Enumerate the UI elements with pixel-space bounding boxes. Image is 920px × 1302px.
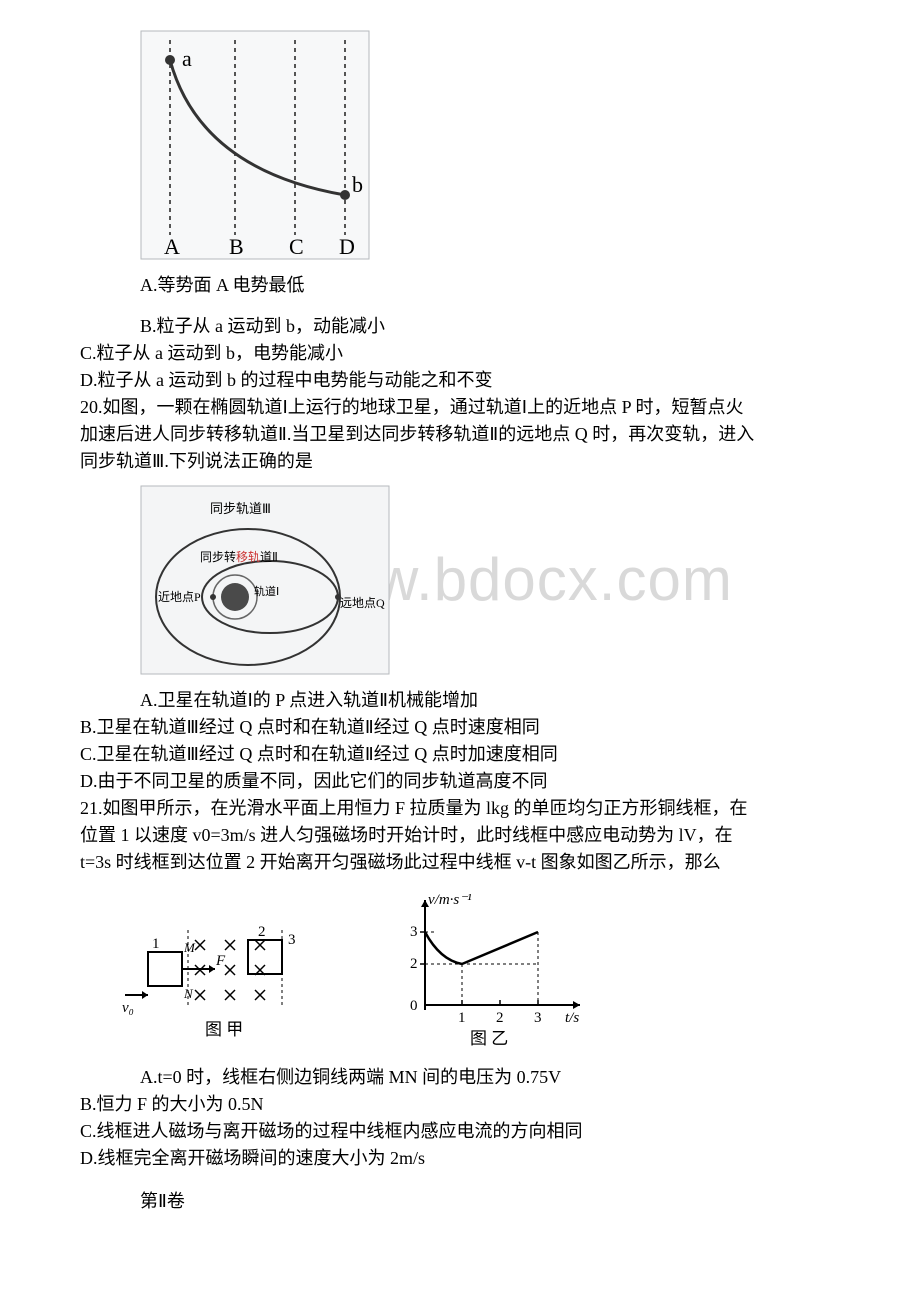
q21-stem-2: 位置 1 以速度 v0=3m/s 进人匀强磁场时开始计时，此时线框中感应电动势为… bbox=[80, 822, 840, 849]
fig20-transfer-label: 同步转移轨道Ⅱ bbox=[200, 549, 278, 564]
q20-stem-3: 同步轨道Ⅲ.下列说法正确的是 bbox=[80, 448, 840, 475]
fig20-sync-label: 同步轨道Ⅲ bbox=[210, 501, 271, 516]
point-a-label: a bbox=[182, 46, 192, 71]
q19-option-B: B.粒子从 a 运动到 b，动能减小 bbox=[140, 313, 840, 340]
fig21-y-axis: v/m·s⁻¹ bbox=[428, 892, 472, 908]
fig21-label-2: 2 bbox=[258, 924, 266, 940]
figure-19: a b A B C D bbox=[140, 30, 840, 260]
q21-option-C: C.线框进人磁场与离开磁场的过程中线框内感应电流的方向相同 bbox=[80, 1118, 840, 1145]
fig21-xtick-2: 2 bbox=[496, 1010, 504, 1026]
axis-label-D: D bbox=[339, 234, 355, 259]
fig21-xtick-1: 1 bbox=[458, 1010, 466, 1026]
fig21-ytick-0: 0 bbox=[410, 998, 418, 1014]
axis-label-A: A bbox=[164, 234, 180, 259]
fig21-M-label: M bbox=[183, 940, 196, 955]
q19-option-D: D.粒子从 a 运动到 b 的过程中电势能与动能之和不变 bbox=[80, 367, 840, 394]
q20-option-D: D.由于不同卫星的质量不同，因此它们的同步轨道高度不同 bbox=[80, 768, 840, 795]
figure-20-svg: 同步轨道Ⅲ 同步转移轨道Ⅱ 轨道Ⅰ 近地点P 远地点Q bbox=[140, 485, 390, 675]
q20-option-A: A.卫星在轨道Ⅰ的 P 点进入轨道Ⅱ机械能增加 bbox=[140, 687, 840, 714]
point-b-label: b bbox=[352, 172, 363, 197]
fig21-label-3: 3 bbox=[288, 932, 296, 948]
q19-option-A: A.等势面 A 电势最低 bbox=[140, 272, 840, 299]
figure-21-right: v/m·s⁻¹ 3 2 0 1 2 3 t/s 图 乙 bbox=[390, 890, 600, 1050]
figure-20: 同步轨道Ⅲ 同步转移轨道Ⅱ 轨道Ⅰ 近地点P 远地点Q bbox=[140, 485, 840, 675]
figure-19-svg: a b A B C D bbox=[140, 30, 370, 260]
q20-stem-1: 20.如图，一颗在椭圆轨道Ⅰ上运行的地球卫星，通过轨道Ⅰ上的近地点 P 时，短暂… bbox=[80, 394, 840, 421]
q21-option-D: D.线框完全离开磁场瞬间的速度大小为 2m/s bbox=[80, 1145, 840, 1172]
q21-stem-3: t=3s 时线框到达位置 2 开始离开匀强磁场此过程中线框 v-t 图象如图乙所… bbox=[80, 849, 840, 876]
fig20-Q-label: 远地点Q bbox=[340, 596, 385, 610]
fig20-orbit1-label: 轨道Ⅰ bbox=[254, 584, 279, 598]
figure-21-right-svg: v/m·s⁻¹ 3 2 0 1 2 3 t/s 图 乙 bbox=[390, 890, 600, 1050]
fig20-P-label: 近地点P bbox=[158, 590, 201, 604]
fig21-v0-label: v₀ bbox=[122, 1000, 134, 1016]
fig21-x-axis: t/s bbox=[565, 1010, 579, 1026]
q20-stem-2: 加速后进人同步转移轨道Ⅱ.当卫星到达同步转移轨道Ⅱ的远地点 Q 时，再次变轨，进… bbox=[80, 421, 840, 448]
q21-option-A: A.t=0 时，线框右侧边铜线两端 MN 间的电压为 0.75V bbox=[140, 1064, 840, 1091]
q21-option-B: B.恒力 F 的大小为 0.5N bbox=[80, 1091, 840, 1118]
section-title: 第Ⅱ卷 bbox=[140, 1188, 840, 1215]
axis-label-C: C bbox=[289, 234, 304, 259]
fig21-label-1: 1 bbox=[152, 936, 160, 952]
fig21-left-caption: 图 甲 bbox=[205, 1020, 243, 1039]
fig21-F-label: F bbox=[215, 953, 226, 969]
axis-label-B: B bbox=[229, 234, 244, 259]
q20-option-B: B.卫星在轨道Ⅲ经过 Q 点时和在轨道Ⅱ经过 Q 点时速度相同 bbox=[80, 714, 840, 741]
figure-21-left: v₀ 1 M N F 2 bbox=[120, 900, 350, 1050]
figure-21-left-svg: v₀ 1 M N F 2 bbox=[120, 900, 350, 1050]
q19-option-C: C.粒子从 a 运动到 b，电势能减小 bbox=[80, 340, 840, 367]
fig21-xtick-3: 3 bbox=[534, 1010, 542, 1026]
q21-stem-1: 21.如图甲所示，在光滑水平面上用恒力 F 拉质量为 lkg 的单匝均匀正方形铜… bbox=[80, 795, 840, 822]
fig21-right-caption: 图 乙 bbox=[470, 1029, 508, 1048]
figure-21: v₀ 1 M N F 2 bbox=[120, 890, 840, 1050]
q20-option-C: C.卫星在轨道Ⅲ经过 Q 点时和在轨道Ⅱ经过 Q 点时加速度相同 bbox=[80, 741, 840, 768]
fig21-ytick-2: 2 bbox=[410, 956, 418, 972]
fig21-ytick-3: 3 bbox=[410, 924, 418, 940]
